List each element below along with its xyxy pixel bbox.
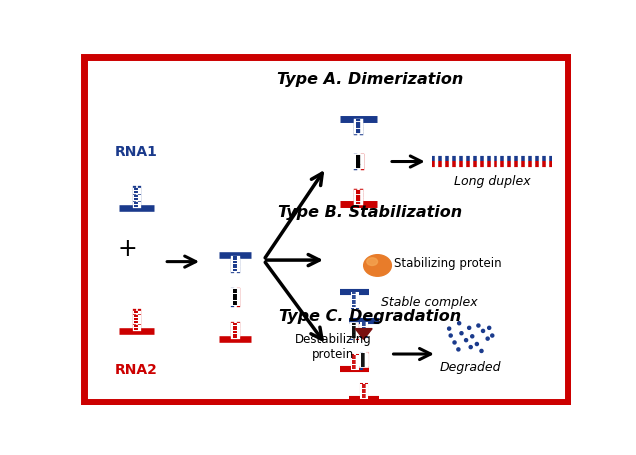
Text: Type C. Degradation: Type C. Degradation [279,308,461,323]
Ellipse shape [448,327,451,330]
Ellipse shape [226,307,244,323]
Ellipse shape [464,339,467,342]
Text: RNA2: RNA2 [115,362,158,376]
Ellipse shape [226,273,244,289]
Ellipse shape [345,171,372,191]
Text: +: + [118,236,137,260]
Ellipse shape [356,370,371,383]
Text: Type A. Dimerization: Type A. Dimerization [277,71,463,86]
Ellipse shape [486,337,489,340]
Ellipse shape [457,348,460,351]
Ellipse shape [127,172,146,187]
Ellipse shape [467,327,471,330]
Text: Long duplex: Long duplex [453,174,530,187]
Ellipse shape [127,295,146,310]
Ellipse shape [449,334,452,337]
Ellipse shape [367,258,378,266]
Text: Stable complex: Stable complex [382,295,478,308]
Ellipse shape [453,341,456,344]
Ellipse shape [488,327,491,330]
Ellipse shape [477,324,480,327]
Text: Type B. Stabilization: Type B. Stabilization [278,204,462,219]
Polygon shape [356,329,372,339]
Text: RNA1: RNA1 [115,144,158,158]
Text: Degraded: Degraded [439,360,501,374]
Ellipse shape [345,135,372,155]
Ellipse shape [347,341,362,354]
Ellipse shape [347,310,362,323]
Ellipse shape [480,349,483,353]
Text: Destabilizing
protein: Destabilizing protein [294,332,371,360]
Ellipse shape [471,335,474,338]
Ellipse shape [475,343,478,346]
Ellipse shape [481,330,485,333]
Ellipse shape [460,332,463,335]
Ellipse shape [491,334,494,337]
Ellipse shape [364,255,391,277]
Ellipse shape [458,322,460,325]
Ellipse shape [356,339,371,352]
Ellipse shape [469,346,473,349]
Text: Stabilizing protein: Stabilizing protein [394,256,502,269]
